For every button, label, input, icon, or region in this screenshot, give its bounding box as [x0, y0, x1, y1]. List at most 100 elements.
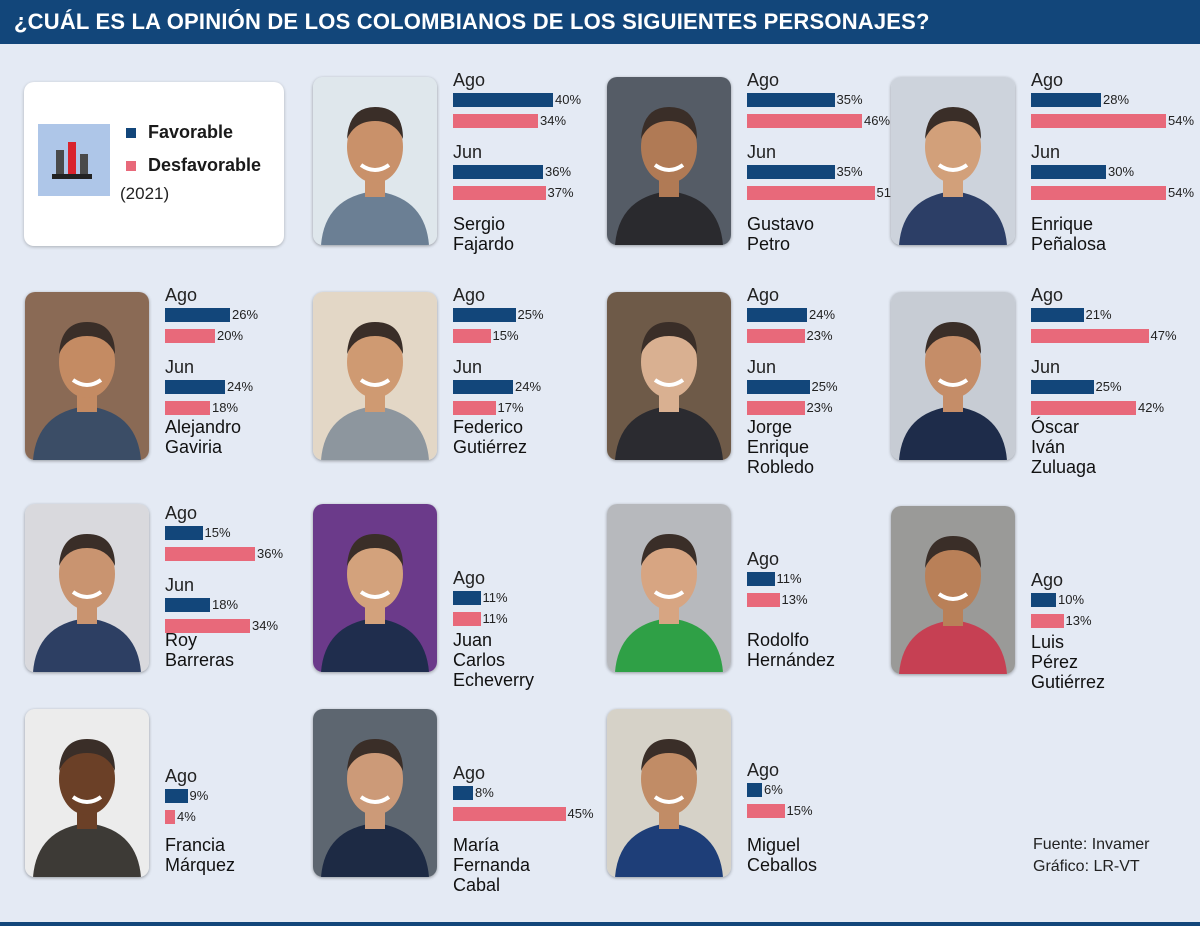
person-name: Gustavo Petro	[747, 214, 814, 254]
person-name-line: Óscar Iván	[1031, 417, 1080, 457]
favorable-bar	[747, 572, 775, 586]
person-name-line: Hernández	[747, 650, 836, 670]
period-label: Ago	[747, 549, 780, 569]
person-name-line: Gutiérrez	[1031, 672, 1106, 692]
favorable-value-label: 9%	[189, 788, 209, 803]
period-label: Ago	[165, 285, 198, 305]
period-label: Ago	[453, 285, 486, 305]
unfavorable-bar	[1031, 401, 1136, 415]
unfavorable-bar	[747, 186, 875, 200]
unfavorable-value-label: 34%	[252, 618, 279, 633]
unfavorable-value-label: 15%	[492, 328, 519, 343]
legend: Favorable Desfavorable	[24, 82, 284, 246]
favorable-bar	[1031, 165, 1106, 179]
person-name: Rodolfo Hernández	[747, 630, 835, 670]
person-photo	[313, 709, 437, 877]
period-label: Jun	[1031, 357, 1061, 377]
legend-year: (2021)	[120, 184, 170, 203]
unfavorable-bar	[453, 114, 538, 128]
person-name-line: Ceballos	[747, 855, 818, 875]
person-name-line: Barreras	[165, 650, 235, 670]
unfavorable-bar	[1031, 329, 1149, 343]
footer-rule	[0, 922, 1200, 926]
favorable-bar	[165, 598, 210, 612]
period-label: Ago	[165, 766, 198, 786]
favorable-bar	[165, 308, 230, 322]
favorable-bar	[453, 308, 516, 322]
favorable-value-label: 36%	[545, 164, 572, 179]
favorable-bar	[165, 789, 188, 803]
person-name-line: Gutiérrez	[453, 437, 528, 457]
unfavorable-value-label: 54%	[1168, 113, 1195, 128]
unfavorable-value-label: 47%	[1150, 328, 1177, 343]
favorable-value-label: 25%	[517, 307, 544, 322]
period-label: Jun	[165, 575, 195, 595]
unfavorable-bar	[165, 810, 175, 824]
unfavorable-bar	[453, 401, 496, 415]
person-photo	[313, 292, 437, 460]
person-photo	[891, 506, 1015, 674]
period-label: Ago	[747, 285, 780, 305]
person-name-line: Márquez	[165, 855, 236, 875]
person-name-line: Robledo	[747, 457, 815, 477]
favorable-value-label: 25%	[811, 379, 838, 394]
unfavorable-value-label: 17%	[497, 400, 524, 415]
period-label: Jun	[453, 142, 483, 162]
person-photo	[891, 292, 1015, 460]
unfavorable-bar	[1031, 114, 1166, 128]
person-photo	[313, 504, 437, 672]
unfavorable-value-label: 34%	[540, 113, 567, 128]
period-label: Jun	[165, 357, 195, 377]
favorable-value-label: 8%	[475, 785, 494, 800]
favorable-value-label: 40%	[555, 92, 582, 107]
favorable-value-label: 10%	[1058, 592, 1085, 607]
favorable-value-label: 30%	[1108, 164, 1135, 179]
unfavorable-value-label: 37%	[547, 185, 574, 200]
person-photo	[891, 77, 1015, 245]
favorable-value-label: 26%	[232, 307, 259, 322]
person-name-line: María	[453, 835, 500, 855]
period-label: Ago	[453, 70, 486, 90]
person-name-line: Rodolfo	[747, 630, 810, 650]
favorable-value-label: 15%	[204, 525, 231, 540]
period-label: Jun	[1031, 142, 1061, 162]
unfavorable-bar	[165, 619, 250, 633]
person-photo	[25, 709, 149, 877]
favorable-value-label: 6%	[764, 782, 783, 797]
person-name: Juan Carlos Echeverry	[453, 630, 534, 690]
unfavorable-bar	[453, 612, 481, 626]
graphic-credit-line: Gráfico: LR-VT	[1033, 858, 1140, 875]
person-name-line: Francia	[165, 835, 226, 855]
person-name-line: Jorge Enrique	[747, 417, 810, 457]
person-name: Roy Barreras	[165, 630, 234, 670]
person-name: Óscar Iván Zuluaga	[1031, 417, 1096, 477]
unfavorable-bar	[165, 329, 215, 343]
unfavorable-bar	[747, 114, 862, 128]
favorable-bar	[165, 526, 203, 540]
person-photo	[607, 77, 731, 245]
unfavorable-value-label: 13%	[781, 592, 808, 607]
favorable-bar	[453, 93, 553, 107]
person-name-line: Roy	[165, 630, 198, 650]
unfavorable-value-label: 54%	[1168, 185, 1195, 200]
unfavorable-bar	[165, 547, 255, 561]
favorable-value-label: 35%	[836, 92, 863, 107]
unfavorable-bar	[747, 593, 780, 607]
person-name: Miguel Ceballos	[747, 835, 817, 875]
unfavorable-value-label: 46%	[864, 113, 891, 128]
favorable-bar	[747, 93, 835, 107]
legend-item-unfavorable: Desfavorable	[126, 155, 261, 176]
period-label: Jun	[453, 357, 483, 377]
favorable-swatch	[126, 127, 136, 138]
period-label: Jun	[747, 357, 777, 377]
favorable-bar	[453, 380, 513, 394]
person-name-line: Juan Carlos	[453, 630, 506, 670]
period-label: Ago	[1031, 570, 1064, 590]
unfavorable-value-label: 18%	[212, 400, 239, 415]
person-name: Francia Márquez	[165, 835, 235, 875]
unfavorable-bar	[1031, 614, 1064, 628]
person-photo	[25, 504, 149, 672]
unfavorable-bar	[453, 807, 566, 821]
legend-item-favorable: Favorable	[126, 122, 233, 143]
period-label: Ago	[453, 763, 486, 783]
